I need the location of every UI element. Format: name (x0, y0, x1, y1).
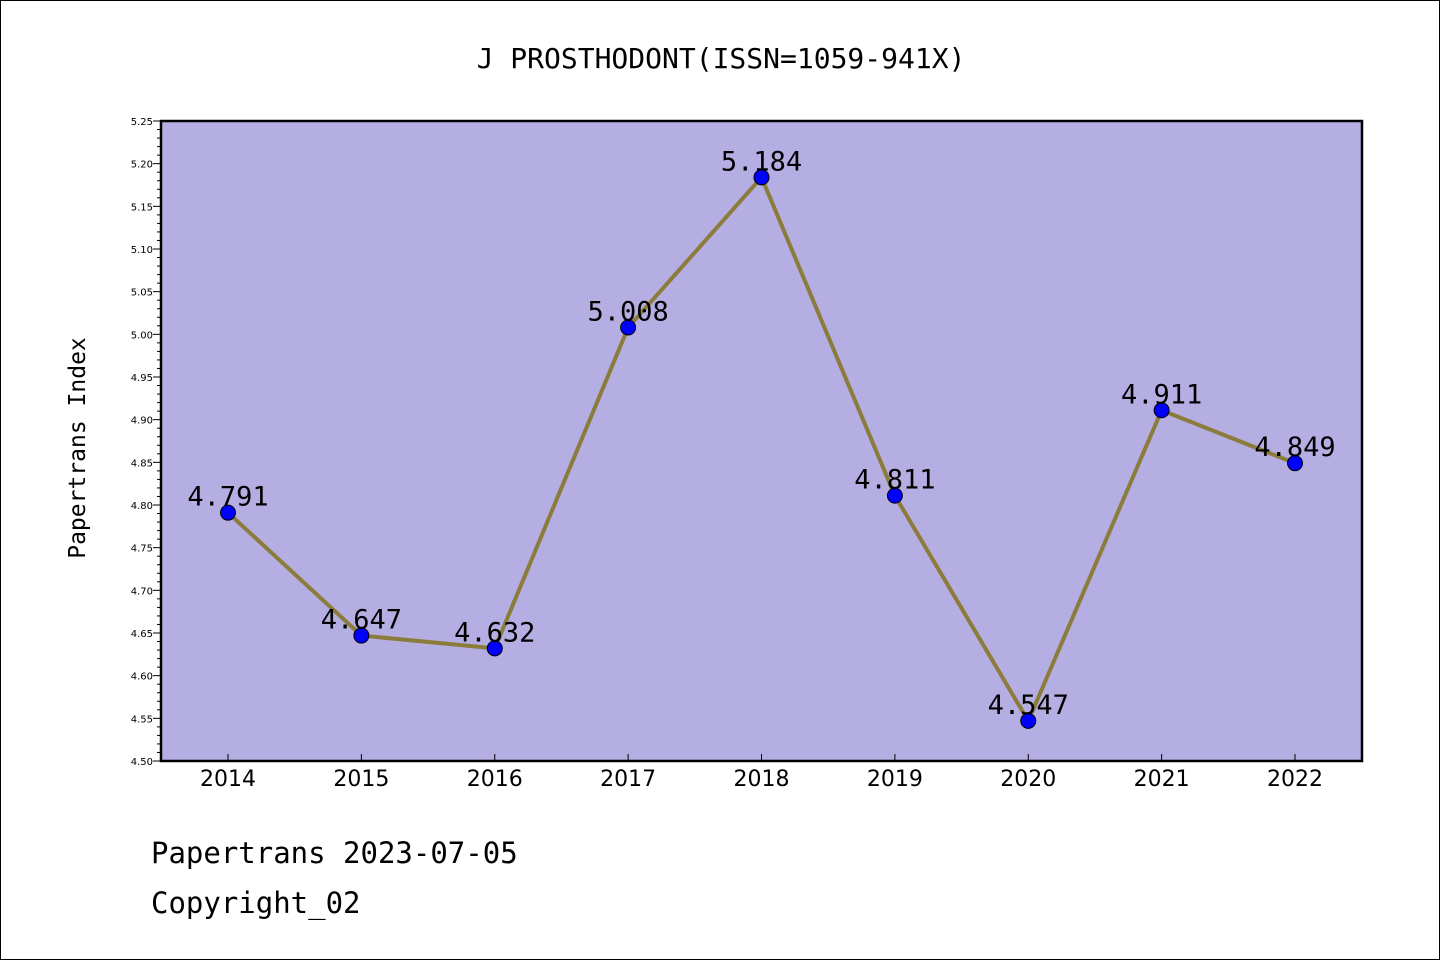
data-point-marker (486, 640, 503, 657)
y-tick-label: 4.65 (131, 629, 153, 640)
data-point-marker (220, 504, 236, 521)
y-tick-label: 4.50 (131, 757, 153, 768)
data-label: 4.547 (988, 690, 1069, 721)
x-tick-label: 2020 (1000, 767, 1056, 792)
y-tick-label: 5.10 (131, 245, 153, 256)
data-point-marker (886, 487, 903, 504)
data-point-marker (1020, 712, 1037, 729)
data-point-marker (353, 627, 370, 644)
x-axis: 2014 2015 2016 2017 2018 2019 2020 2021 2022 (200, 754, 1323, 792)
y-tick-label: 5.05 (131, 288, 153, 299)
y-tick-label: 4.70 (131, 586, 153, 597)
data-point-marker (753, 169, 770, 186)
data-label: 4.811 (854, 465, 935, 496)
data-label: 4.911 (1121, 379, 1202, 410)
x-tick-label: 2018 (734, 767, 790, 792)
y-tick-label: 4.60 (131, 672, 153, 683)
footer-copyright-text: Copyright_02 (151, 886, 361, 920)
x-tick-label: 2019 (867, 767, 923, 792)
data-point-marker (1287, 455, 1303, 472)
data-label: 4.791 (187, 482, 268, 513)
x-tick-label: 2017 (600, 767, 656, 792)
y-tick-label: 5.25 (131, 117, 153, 128)
data-label: 4.647 (321, 605, 402, 636)
y-tick-label: 4.55 (131, 714, 153, 725)
x-tick-label: 2022 (1267, 767, 1323, 792)
y-tick-label: 4.95 (131, 373, 153, 384)
data-point-marker (1153, 402, 1170, 419)
footer-date-text: Papertrans 2023-07-05 (151, 836, 518, 870)
data-labels-group: 4.791 4.647 4.632 5.008 5.184 4.811 4.547 4.911… (187, 146, 1335, 721)
data-label: 4.632 (454, 617, 535, 648)
data-point-marker (620, 319, 637, 336)
x-tick-label: 2016 (467, 767, 523, 792)
y-axis-label: Papertrans Index (65, 337, 91, 559)
y-tick-label: 4.75 (131, 544, 153, 555)
plot-area (159, 119, 1364, 763)
x-tick-label: 2014 (200, 767, 256, 792)
y-tick-label: 5.20 (131, 160, 153, 171)
y-tick-label: 4.85 (131, 458, 153, 469)
y-tick-label: 4.80 (131, 501, 153, 512)
y-tick-label: 5.15 (131, 202, 153, 213)
y-axis: 4.50 4.55 4.60 4.65 4.70 4.75 4.80 4.85 4.90 4.95… (131, 117, 161, 768)
data-label: 5.184 (721, 146, 802, 177)
x-tick-label: 2021 (1134, 767, 1190, 792)
y-tick-label: 5.00 (131, 330, 153, 341)
data-label: 4.849 (1254, 432, 1335, 463)
data-label: 5.008 (587, 297, 668, 328)
series-line-group (220, 169, 1303, 729)
x-tick-label: 2015 (333, 767, 389, 792)
chart-title: J PROSTHODONT(ISSN=1059-941X) (477, 42, 966, 75)
y-tick-label: 4.90 (131, 416, 153, 427)
